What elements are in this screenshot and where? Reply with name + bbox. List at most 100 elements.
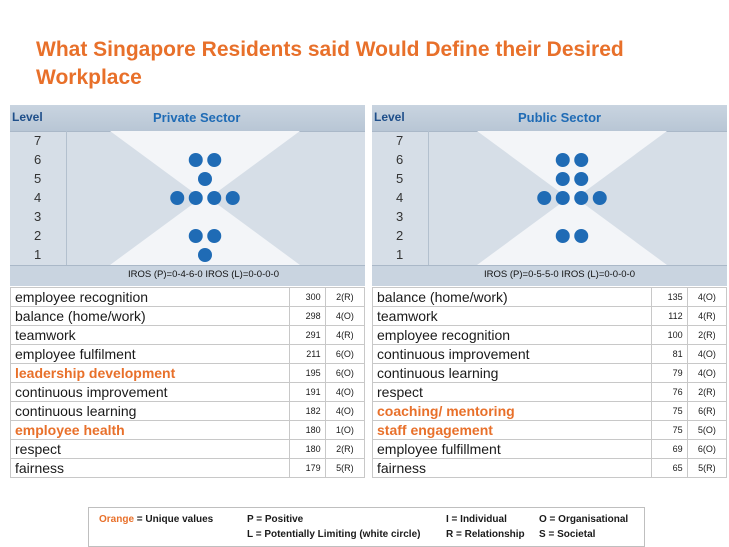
value-dot xyxy=(225,191,240,205)
dot-plot xyxy=(477,131,667,265)
table-row: continuous learning 182 4(O) xyxy=(9,401,366,421)
level-code: 5(R) xyxy=(324,458,366,478)
value-label: fairness xyxy=(371,458,653,478)
value-label: employee fulfilment xyxy=(9,344,291,364)
level-tick: 1 xyxy=(34,247,42,262)
value-label: continuous learning xyxy=(9,401,291,421)
value-dot xyxy=(555,172,570,186)
value-label: continuous learning xyxy=(371,363,653,383)
value-label: continuous improvement xyxy=(371,344,653,364)
table-row: staff engagement 75 5(O) xyxy=(371,420,728,440)
value-label: teamwork xyxy=(9,325,291,345)
level-code: 6(R) xyxy=(686,401,728,421)
sector-title: Private Sector xyxy=(153,110,241,125)
sector-title: Public Sector xyxy=(518,110,602,125)
level-header: Level xyxy=(374,110,405,124)
chart-footer xyxy=(10,265,365,286)
public-sector-chart: Level Public Sector 7 6 5 4 3 2 1 IROS (… xyxy=(372,105,727,286)
vote-count: 135 xyxy=(651,287,688,307)
table-row: continuous improvement 191 4(O) xyxy=(9,382,366,402)
chart-footer xyxy=(372,265,727,286)
value-label: teamwork xyxy=(371,306,653,326)
vote-count: 76 xyxy=(651,382,688,402)
level-code: 4(O) xyxy=(324,306,366,326)
value-dot xyxy=(574,191,589,205)
value-dot xyxy=(574,229,589,243)
axis-divider xyxy=(66,131,67,285)
page-title: What Singapore Residents said Would Defi… xyxy=(36,38,624,89)
value-dot xyxy=(207,153,222,167)
level-code: 4(R) xyxy=(324,325,366,345)
vote-count: 191 xyxy=(289,382,326,402)
value-label: respect xyxy=(9,439,291,459)
table-row: employee fulfillment 69 6(O) xyxy=(371,439,728,459)
vote-count: 75 xyxy=(651,420,688,440)
table-row: fairness 179 5(R) xyxy=(9,458,366,478)
legend-limiting: L = Potentially Limiting (white circle) xyxy=(247,529,421,540)
level-code: 4(O) xyxy=(686,287,728,307)
level-tick: 3 xyxy=(396,209,404,224)
value-dot xyxy=(207,191,222,205)
table-row: coaching/ mentoring 75 6(R) xyxy=(371,401,728,421)
vote-count: 100 xyxy=(651,325,688,345)
level-code: 4(O) xyxy=(324,401,366,421)
iros-summary: IROS (P)=0-4-6-0 IROS (L)=0-0-0-0 xyxy=(128,269,279,280)
value-dot xyxy=(188,191,203,205)
level-code: 6(O) xyxy=(324,344,366,364)
vote-count: 211 xyxy=(289,344,326,364)
level-code: 5(O) xyxy=(686,420,728,440)
public-sector-panel: Level Public Sector 7 6 5 4 3 2 1 IROS (… xyxy=(371,105,728,478)
value-dot xyxy=(198,172,212,186)
hourglass-shape xyxy=(477,131,667,265)
table-row: respect 180 2(R) xyxy=(9,439,366,459)
vote-count: 112 xyxy=(651,306,688,326)
iros-summary: IROS (P)=0-5-5-0 IROS (L)=0-0-0-0 xyxy=(484,269,635,280)
table-row: employee recognition 100 2(R) xyxy=(371,325,728,345)
value-dot xyxy=(207,229,222,243)
level-tick: 6 xyxy=(396,152,404,167)
table-row: teamwork 291 4(R) xyxy=(9,325,366,345)
value-label: employee recognition xyxy=(9,287,291,307)
value-label: balance (home/work) xyxy=(9,306,291,326)
value-label: balance (home/work) xyxy=(371,287,653,307)
values-table: balance (home/work) 135 4(O) teamwork 112 4(R… xyxy=(371,287,728,478)
level-tick: 3 xyxy=(34,209,42,224)
level-code: 2(R) xyxy=(324,439,366,459)
table-row: leadership development 195 6(O) xyxy=(9,363,366,383)
vote-count: 79 xyxy=(651,363,688,383)
vote-count: 180 xyxy=(289,420,326,440)
level-code: 2(R) xyxy=(324,287,366,307)
legend-organisational: O = Organisational xyxy=(539,514,629,525)
level-tick: 5 xyxy=(34,171,42,186)
value-label: employee health xyxy=(9,420,291,440)
legend-orange-word: Orange xyxy=(99,514,135,525)
level-tick: 7 xyxy=(396,133,404,148)
vote-count: 65 xyxy=(651,458,688,478)
value-dot xyxy=(592,191,607,205)
value-dot xyxy=(188,153,203,167)
value-dot xyxy=(170,191,185,205)
level-tick: 2 xyxy=(396,228,404,243)
level-tick: 5 xyxy=(396,171,404,186)
value-dot xyxy=(198,248,212,262)
value-label: continuous improvement xyxy=(9,382,291,402)
level-tick: 2 xyxy=(34,228,42,243)
value-label: coaching/ mentoring xyxy=(371,401,653,421)
table-row: teamwork 112 4(R) xyxy=(371,306,728,326)
level-code: 2(R) xyxy=(686,325,728,345)
level-tick: 4 xyxy=(396,190,404,205)
vote-count: 182 xyxy=(289,401,326,421)
table-row: respect 76 2(R) xyxy=(371,382,728,402)
value-dot xyxy=(537,191,552,205)
level-code: 6(O) xyxy=(686,439,728,459)
legend-orange-text: = Unique values xyxy=(134,514,214,525)
values-table: employee recognition 300 2(R) balance (home… xyxy=(9,287,366,478)
legend-societal: S = Societal xyxy=(539,529,596,540)
level-header: Level xyxy=(12,110,43,124)
value-label: fairness xyxy=(9,458,291,478)
axis-divider xyxy=(428,131,429,285)
level-code: 4(O) xyxy=(324,382,366,402)
value-label: staff engagement xyxy=(371,420,653,440)
vote-count: 298 xyxy=(289,306,326,326)
value-label: respect xyxy=(371,382,653,402)
